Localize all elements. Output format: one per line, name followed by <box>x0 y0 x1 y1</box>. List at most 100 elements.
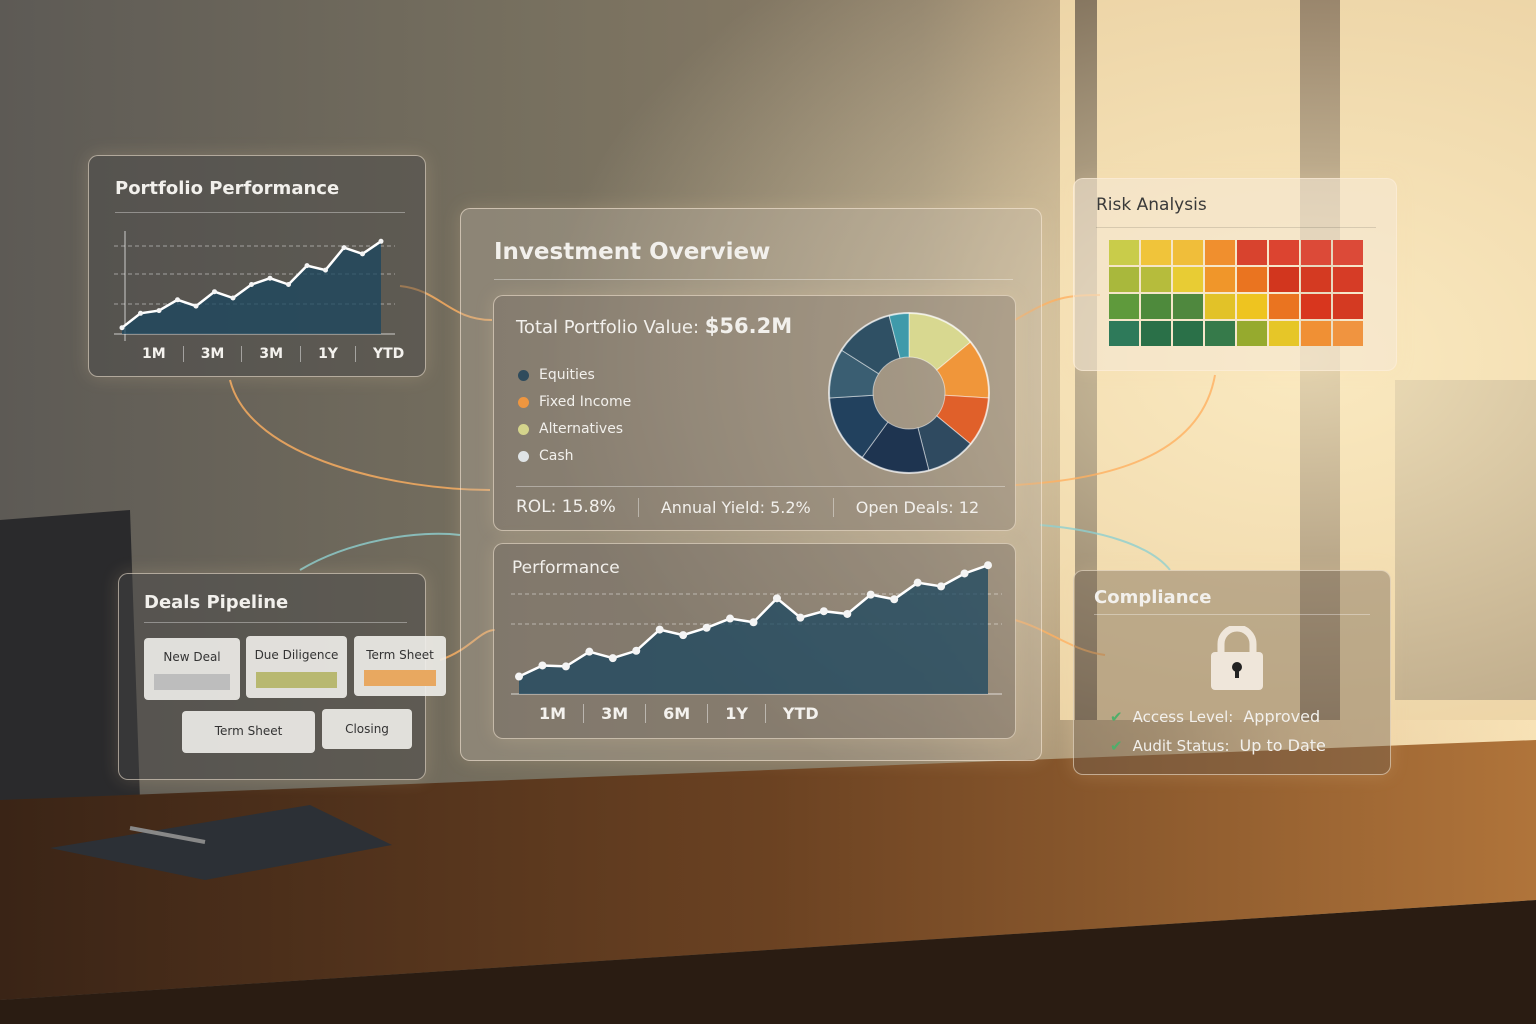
legend-item: Alternatives <box>518 416 631 443</box>
tab-1m[interactable]: 1M <box>539 704 567 723</box>
lock-icon <box>1211 626 1263 690</box>
data-point <box>193 303 199 309</box>
item-value: Up to Date <box>1239 736 1326 755</box>
notebook <box>50 805 392 880</box>
data-point <box>679 631 688 640</box>
heatmap-cell <box>1173 294 1203 319</box>
tab-6m[interactable]: 6M <box>645 704 707 723</box>
legend-label: Alternatives <box>539 421 624 437</box>
heatmap-cell <box>1141 321 1171 346</box>
data-point <box>608 654 617 663</box>
stage-label: New Deal <box>163 650 221 664</box>
stats-row: ROL: 15.8% Annual Yield: 5.2% Open Deals… <box>494 484 1015 530</box>
data-point <box>138 310 143 316</box>
legend-item: Fixed Income <box>518 389 631 416</box>
data-point <box>655 625 664 634</box>
risk-heatmap <box>1109 240 1363 346</box>
data-point <box>561 662 570 671</box>
pipeline-stage-new-deal[interactable]: New Deal <box>144 638 240 700</box>
compliance-panel: Compliance ✔ Access Level: Approved ✔ Audit … <box>1073 570 1391 775</box>
data-point <box>913 578 922 587</box>
page-title: Investment Overview <box>494 239 771 265</box>
tab-3m[interactable]: 3M <box>241 346 300 362</box>
data-point <box>843 609 852 618</box>
legend-item: Cash <box>518 443 631 470</box>
data-point <box>119 325 125 331</box>
tab-1m[interactable]: 1M <box>142 346 166 362</box>
pipeline-stage-term-sheet[interactable]: Term Sheet <box>354 636 446 696</box>
stage-label: Term Sheet <box>366 648 434 662</box>
panel-title: Risk Analysis <box>1096 195 1207 215</box>
tab-3m[interactable]: 3M <box>182 346 242 362</box>
heatmap-cell <box>1237 267 1267 292</box>
deals-pipeline-panel: Deals Pipeline New Deal Due Diligence Term… <box>118 573 446 780</box>
heatmap-cell <box>1301 321 1331 346</box>
data-point <box>960 569 969 578</box>
risk-analysis-panel: Risk Analysis <box>1073 178 1397 371</box>
legend-swatch <box>518 451 529 462</box>
data-point <box>866 590 875 599</box>
stage-progress-bar <box>364 670 436 686</box>
total-value: $56.2M <box>704 314 793 338</box>
open-deals-stat: Open Deals: 12 <box>832 497 1001 517</box>
investment-overview-panel: Investment Overview Total Portfolio Valu… <box>460 208 1042 761</box>
heatmap-cell <box>1109 240 1139 265</box>
portfolio-performance-chart <box>114 231 395 341</box>
stage-progress-bar <box>256 672 337 688</box>
data-point <box>702 623 711 632</box>
data-point <box>341 245 347 251</box>
heatmap-cell <box>1205 267 1235 292</box>
tab-ytd[interactable]: YTD <box>354 346 421 362</box>
heatmap-cell <box>1109 321 1139 346</box>
data-point <box>772 594 781 603</box>
stage-progress-bar <box>154 674 230 690</box>
allocation-legend: Equities Fixed Income Alternatives Cash <box>518 362 631 470</box>
data-point <box>156 308 162 314</box>
data-point <box>749 618 758 627</box>
data-point <box>304 263 310 269</box>
pipeline-stage-term-sheet[interactable]: Term Sheet <box>182 711 315 753</box>
heatmap-cell <box>1109 267 1139 292</box>
legend-label: Cash <box>539 448 574 464</box>
time-range-tabs: 1M 3M 6M 1Y YTD <box>522 704 836 723</box>
pipeline-stage-closing[interactable]: Closing <box>322 709 412 749</box>
data-point <box>632 646 641 655</box>
legend-swatch <box>518 397 529 408</box>
time-range-tabs: 1M 3M 3M 1Y YTD <box>125 346 421 362</box>
panel-title: Deals Pipeline <box>144 592 289 613</box>
data-point <box>360 251 365 257</box>
heatmap-cell <box>1141 240 1171 265</box>
data-point <box>796 613 805 622</box>
pipeline-stage-due-diligence[interactable]: Due Diligence <box>246 636 347 698</box>
data-point <box>230 295 236 301</box>
data-point <box>890 595 899 604</box>
pen <box>129 826 206 844</box>
stage-label: Due Diligence <box>254 648 339 662</box>
panel-title: Portfolio Performance <box>115 178 340 199</box>
item-value: Approved <box>1243 707 1321 726</box>
data-point <box>175 297 180 303</box>
heatmap-cell <box>1301 240 1331 265</box>
compliance-item: ✔ Audit Status: Up to Date <box>1110 736 1326 755</box>
legend-swatch <box>518 424 529 435</box>
heatmap-cell <box>1173 321 1203 346</box>
heatmap-cell <box>1205 321 1235 346</box>
desk <box>0 740 1536 1000</box>
legend-item: Equities <box>518 362 631 389</box>
data-point <box>323 267 328 273</box>
tab-ytd[interactable]: YTD <box>764 704 836 723</box>
tab-1y[interactable]: 1Y <box>707 704 765 723</box>
panel-title: Compliance <box>1094 587 1212 608</box>
heatmap-cell <box>1237 321 1267 346</box>
heatmap-cell <box>1333 267 1363 292</box>
heatmap-cell <box>1205 240 1235 265</box>
heatmap-cell <box>1301 294 1331 319</box>
panel-title: Performance <box>512 558 620 578</box>
tab-3m[interactable]: 3M <box>583 704 645 723</box>
heatmap-cell <box>1269 267 1299 292</box>
stage-label: Term Sheet <box>214 724 283 738</box>
data-point <box>937 582 946 591</box>
tab-1y[interactable]: 1Y <box>300 346 355 362</box>
annual-yield-stat: Annual Yield: 5.2% <box>637 497 833 517</box>
